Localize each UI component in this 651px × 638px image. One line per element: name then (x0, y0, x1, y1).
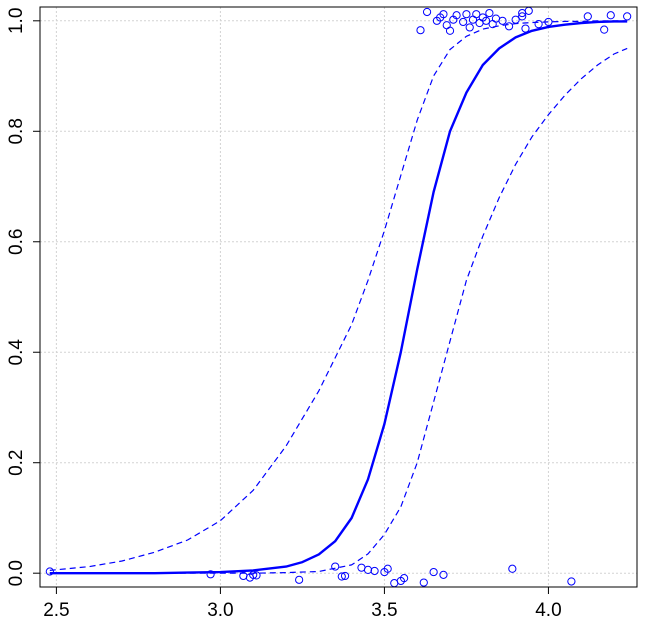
x-tick-label: 3.5 (371, 600, 397, 621)
y-tick-label: 1.0 (6, 8, 27, 34)
data-point (370, 566, 379, 576)
data-point (468, 15, 478, 24)
data-point (331, 562, 340, 571)
data-point (445, 26, 455, 35)
data-point (567, 577, 576, 586)
y-tick-label: 0.0 (6, 560, 27, 586)
x-axis: 2.5 3.0 3.5 4.0 (43, 587, 562, 621)
data-point (544, 17, 553, 27)
data-point (504, 22, 514, 31)
y-tick-label: 0.2 (6, 450, 27, 476)
data-point (465, 23, 474, 32)
data-point (439, 570, 448, 579)
data-point (249, 570, 258, 579)
data-point (485, 8, 494, 18)
data-point (452, 11, 461, 20)
data-points (45, 6, 632, 588)
data-point (508, 564, 517, 573)
y-tick-label: 0.4 (6, 339, 27, 366)
data-point (45, 567, 54, 576)
data-point (534, 20, 543, 29)
data-point (295, 575, 304, 584)
x-tick-label: 2.5 (43, 600, 69, 621)
y-tick-label: 0.6 (6, 229, 27, 255)
data-point (363, 565, 373, 574)
data-point (498, 16, 507, 25)
data-point (206, 570, 215, 579)
plot-frame (39, 6, 638, 588)
fitted-curve-line (49, 20, 628, 575)
x-tick-label: 4.0 (535, 600, 561, 621)
data-point (337, 572, 346, 581)
data-point (524, 6, 533, 15)
confidence-band-line (49, 20, 628, 571)
x-tick-label: 3.0 (207, 600, 233, 621)
data-point (583, 12, 592, 21)
data-point (606, 11, 615, 20)
data-point (252, 571, 261, 580)
gridlines (40, 7, 637, 587)
data-point (459, 17, 468, 27)
data-point (482, 16, 491, 25)
data-point (511, 15, 520, 24)
data-point (623, 12, 632, 21)
data-point (429, 567, 438, 577)
data-point (521, 24, 530, 33)
data-point (439, 10, 448, 19)
data-point (419, 578, 428, 587)
data-point (518, 12, 527, 21)
data-point (416, 26, 425, 35)
data-point (383, 564, 392, 573)
confidence-band-line (49, 47, 628, 574)
data-point (422, 7, 432, 17)
data-point (442, 21, 451, 30)
data-point (340, 571, 350, 581)
series-lines (49, 20, 628, 575)
data-point (488, 20, 497, 29)
data-point (600, 25, 609, 34)
data-point (462, 10, 471, 19)
data-point (472, 10, 481, 19)
data-point (400, 574, 409, 583)
y-tick-label: 0.8 (6, 118, 27, 144)
y-axis: 0.0 0.2 0.4 0.6 0.8 1.0 (6, 8, 40, 586)
